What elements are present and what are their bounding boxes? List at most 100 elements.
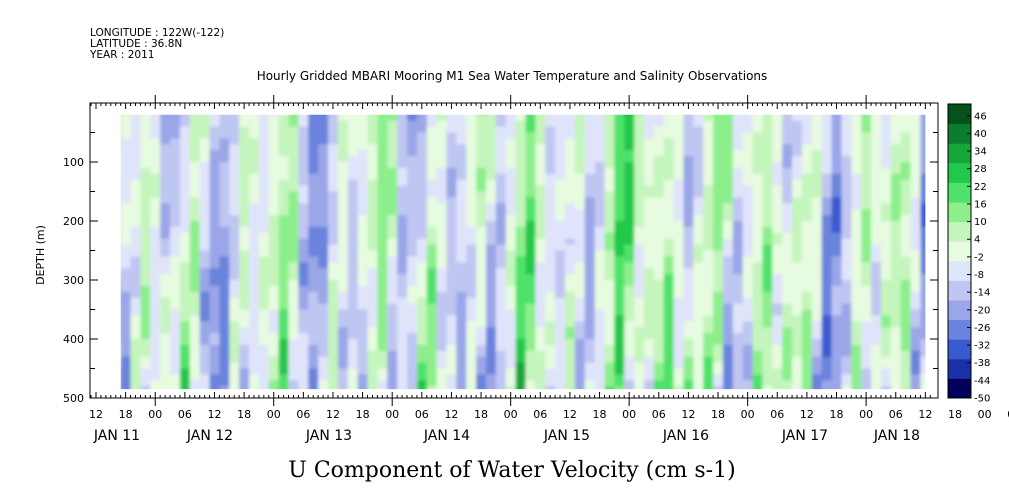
heatmap-cell — [535, 185, 547, 193]
heatmap-cell — [436, 138, 448, 146]
heatmap-cell — [249, 386, 260, 390]
heatmap-cell — [841, 173, 853, 181]
heatmap-cell — [436, 238, 448, 246]
heatmap-cell — [249, 126, 260, 134]
heatmap-cell — [258, 339, 270, 346]
heatmap-cell — [555, 221, 566, 228]
heatmap-cell — [772, 244, 783, 252]
heatmap-cell — [150, 327, 161, 334]
heatmap-cell — [426, 262, 438, 269]
heatmap-cell — [890, 386, 902, 390]
heatmap-cell — [792, 339, 803, 346]
heatmap-cell — [199, 215, 211, 222]
heatmap-cell — [545, 309, 556, 317]
heatmap-cell — [762, 244, 774, 252]
heatmap-cell — [643, 173, 655, 181]
heatmap-cell — [643, 327, 655, 334]
heatmap-cell — [130, 386, 142, 390]
heatmap-cell — [357, 327, 369, 334]
heatmap-cell — [436, 191, 448, 199]
heatmap-cell — [426, 150, 438, 157]
heatmap-cell — [258, 120, 270, 128]
heatmap-cell — [555, 114, 566, 122]
heatmap-cell — [525, 274, 537, 281]
heatmap-cell — [801, 162, 813, 169]
heatmap-cell — [880, 344, 892, 352]
heatmap-cell — [160, 114, 171, 122]
heatmap-cell — [288, 191, 300, 199]
heatmap-cell — [555, 144, 566, 151]
heatmap-cell — [545, 280, 556, 287]
heatmap-cell — [298, 339, 310, 346]
heatmap-cell — [841, 126, 853, 134]
heatmap-cell — [663, 226, 675, 234]
heatmap-cell — [258, 203, 270, 210]
heatmap-cell — [219, 315, 231, 323]
heatmap-cell — [337, 315, 349, 323]
heatmap-cell — [732, 132, 744, 140]
heatmap-cell — [318, 173, 329, 181]
heatmap-cell — [713, 120, 724, 128]
heatmap-cell — [673, 120, 685, 128]
heatmap-cell — [209, 274, 221, 281]
heatmap-cell — [278, 339, 290, 346]
heatmap-cell — [328, 362, 339, 370]
heatmap-cell — [703, 179, 714, 187]
heatmap-cell — [308, 285, 319, 293]
heatmap-cell — [426, 120, 438, 128]
heatmap-cell — [910, 297, 922, 305]
heatmap-cell — [288, 150, 300, 157]
heatmap-cell — [851, 256, 862, 264]
heatmap-cell — [298, 209, 310, 216]
heatmap-cell — [160, 173, 171, 181]
heatmap-cell — [387, 374, 398, 382]
heatmap-cell — [495, 303, 507, 311]
heatmap-cell — [130, 238, 142, 246]
heatmap-cell — [120, 215, 132, 222]
heatmap-cell — [683, 114, 695, 116]
heatmap-cell — [486, 262, 497, 269]
x-hour-label: 18 — [948, 408, 962, 421]
heatmap-cell — [782, 262, 793, 269]
heatmap-cell — [920, 362, 926, 370]
heatmap-cell — [861, 232, 872, 240]
heatmap-cell — [782, 126, 793, 134]
heatmap-cell — [476, 221, 487, 228]
heatmap-cell — [347, 221, 359, 228]
heatmap-cell — [594, 362, 606, 370]
heatmap-cell — [258, 333, 270, 340]
heatmap-cell — [130, 339, 142, 346]
heatmap-cell — [495, 132, 507, 140]
heatmap-cell — [209, 221, 221, 228]
heatmap-cell — [219, 197, 231, 205]
heatmap-cell — [762, 339, 774, 346]
heatmap-cell — [436, 386, 448, 390]
heatmap-cell — [801, 356, 813, 364]
heatmap-cell — [298, 333, 310, 340]
heatmap-cell — [249, 368, 260, 376]
heatmap-cell — [782, 280, 793, 287]
heatmap-cell — [624, 327, 635, 334]
heatmap-cell — [337, 244, 349, 252]
heatmap-cell — [466, 274, 477, 281]
heatmap-cell — [120, 368, 122, 376]
heatmap-cell — [278, 374, 290, 382]
heatmap-cell — [179, 374, 191, 382]
heatmap-cell — [703, 333, 714, 340]
heatmap-cell — [486, 250, 497, 258]
heatmap-cell — [426, 333, 438, 340]
heatmap-cell — [120, 126, 122, 134]
heatmap-cell — [150, 356, 161, 364]
heatmap-cell — [772, 268, 783, 275]
heatmap-cell — [871, 274, 882, 281]
heatmap-cell — [268, 238, 280, 246]
heatmap-cell — [574, 297, 586, 305]
heatmap-cell — [268, 291, 280, 299]
heatmap-cell — [387, 150, 398, 157]
heatmap-cell — [318, 156, 329, 163]
heatmap-cell — [357, 209, 369, 216]
heatmap-cell — [130, 291, 142, 299]
heatmap-cell — [525, 268, 537, 275]
heatmap-cell — [298, 120, 310, 128]
heatmap-cell — [219, 120, 231, 128]
